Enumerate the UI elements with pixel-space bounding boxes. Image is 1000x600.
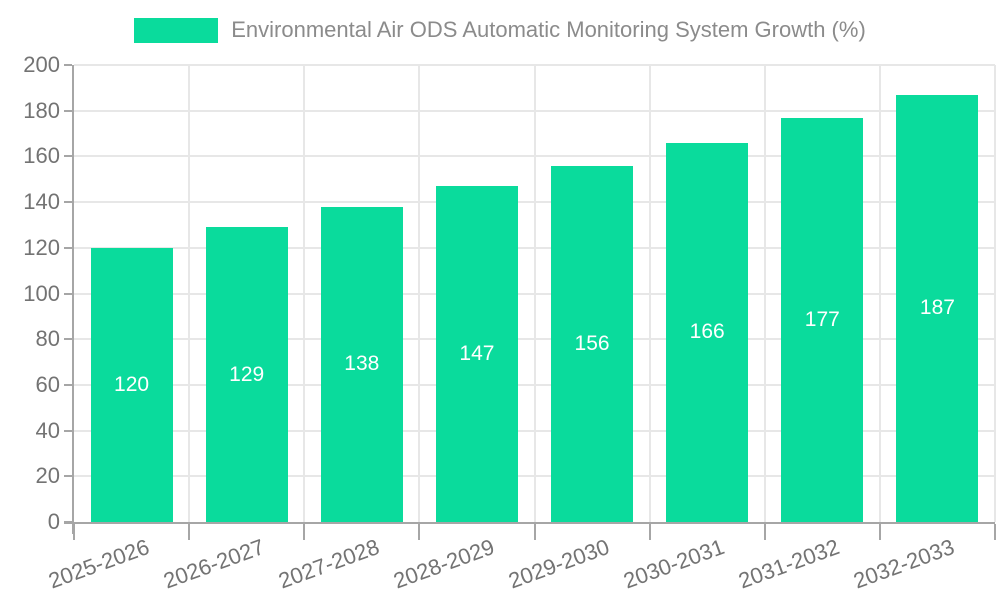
bar-value-label: 187 (919, 296, 955, 320)
legend-label: Environmental Air ODS Automatic Monitori… (231, 17, 866, 42)
y-axis-tick-label: 160 (23, 143, 60, 169)
gridline-vertical (303, 65, 306, 522)
y-axis-tick (64, 383, 72, 386)
bar-value-label: 138 (344, 352, 380, 376)
bar-value-label: 129 (229, 362, 265, 386)
y-axis-tick (64, 64, 72, 66)
x-axis-tick (648, 524, 651, 540)
y-axis-tick (64, 475, 72, 478)
y-axis-tick (64, 155, 72, 158)
bar-value-label: 156 (574, 331, 610, 355)
gridline-vertical (188, 65, 191, 522)
x-axis-tick (303, 524, 306, 540)
x-axis-tick (188, 524, 191, 540)
x-axis-tick (763, 524, 766, 540)
y-axis-tick-label: 80 (35, 326, 60, 352)
bar-value-label: 177 (804, 307, 840, 331)
x-axis-tick (73, 524, 75, 540)
y-axis-tick-label: 180 (23, 97, 60, 123)
y-axis-tick-label: 200 (23, 52, 60, 77)
gridline-vertical (533, 65, 536, 522)
y-axis-line (72, 65, 74, 534)
bar: 138 (320, 206, 403, 522)
bar: 120 (90, 247, 173, 522)
y-axis-tick-label: 0 (47, 509, 60, 534)
bar: 147 (435, 186, 518, 522)
y-axis-tick (64, 429, 72, 432)
legend-swatch-icon (134, 17, 219, 43)
bar-value-label: 166 (689, 320, 725, 344)
legend: Environmental Air ODS Automatic Monitori… (0, 17, 1000, 43)
x-axis-line (64, 522, 995, 524)
x-axis-tick (878, 524, 881, 540)
y-axis-tick-label: 60 (35, 371, 60, 397)
bar-value-label: 147 (459, 342, 495, 366)
y-axis-tick-label: 20 (35, 463, 60, 489)
y-axis-tick-label: 140 (23, 189, 60, 215)
x-axis-tick-label: 2032-2033 (850, 534, 958, 594)
y-axis-tick-label: 40 (35, 417, 60, 443)
gridline-vertical (878, 65, 881, 522)
y-axis-tick (64, 521, 72, 523)
x-axis-tick-label: 2028-2029 (390, 534, 498, 594)
x-axis-tick-label: 2026-2027 (159, 534, 268, 594)
y-axis-tick-label: 100 (23, 280, 60, 306)
bar: 129 (205, 227, 288, 522)
bar: 166 (666, 142, 749, 522)
bar-value-label: 120 (114, 372, 150, 396)
bar: 187 (896, 94, 979, 522)
x-axis-tick-label: 2027-2028 (274, 534, 383, 594)
legend-item[interactable]: Environmental Air ODS Automatic Monitori… (134, 17, 866, 43)
gridline-vertical (763, 65, 766, 522)
bar: 177 (781, 117, 864, 522)
x-axis-tick-label: 2029-2030 (505, 534, 613, 594)
x-axis-tick-label: 2030-2031 (620, 534, 728, 594)
y-axis-tick (64, 292, 72, 295)
y-axis-tick-label: 120 (23, 234, 60, 260)
y-axis-tick (64, 109, 72, 112)
x-axis-tick (994, 524, 996, 540)
x-axis-tick-label: 2025-2026 (44, 534, 153, 594)
gridline-vertical (418, 65, 421, 522)
bar: 156 (551, 165, 634, 522)
plot-area: 0 20 40 60 80 100 120 140 160 180 200 120 129 138 147 1… (23, 52, 996, 593)
y-axis-tick (64, 338, 72, 341)
x-axis-tick-label: 2031-2032 (735, 534, 843, 594)
x-axis-tick (533, 524, 536, 540)
y-axis-tick (64, 201, 72, 204)
gridline-vertical (994, 65, 996, 522)
x-axis-tick (418, 524, 421, 540)
gridline-vertical (648, 65, 651, 522)
y-axis-tick (64, 246, 72, 249)
